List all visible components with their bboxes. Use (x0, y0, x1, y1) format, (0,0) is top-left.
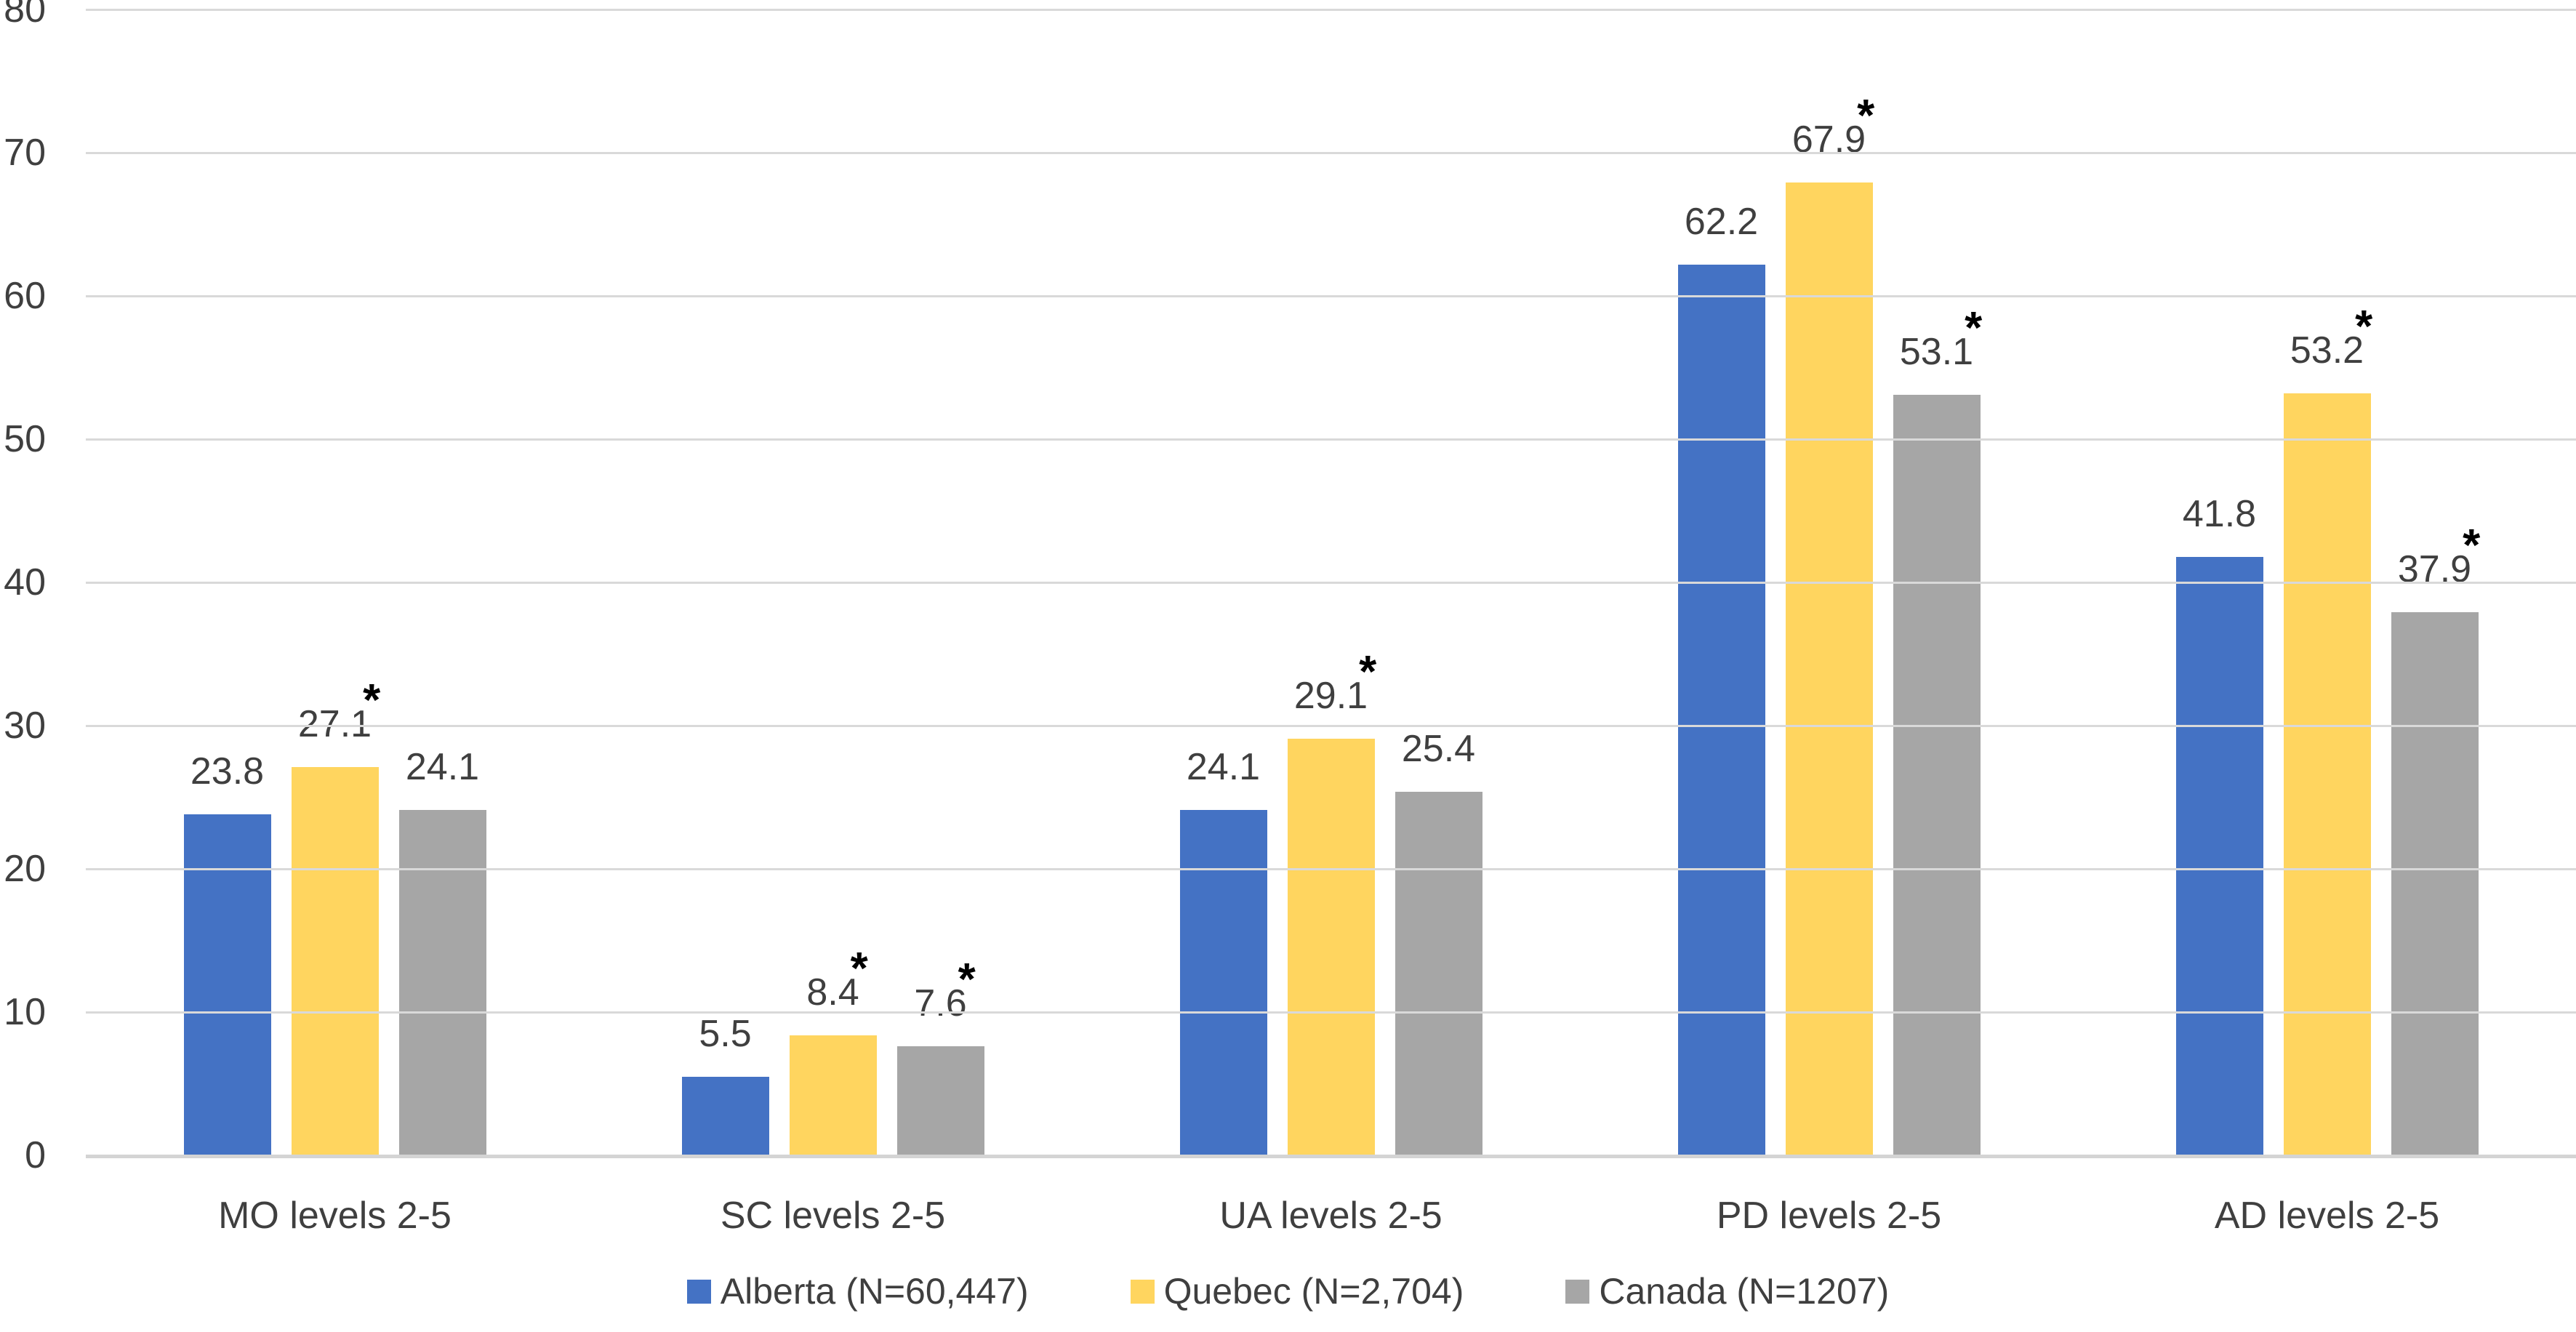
bar-canada: 53.1 * (1893, 305, 1982, 1155)
data-label: 23.8 (190, 750, 265, 793)
y-axis-tick-label: 40 (4, 561, 46, 603)
bar-alberta: 5.5 (681, 1013, 769, 1155)
bar-canada: 37.9 * (2391, 523, 2480, 1155)
gridline (86, 725, 2576, 727)
legend: Alberta (N=60,447) Quebec (N=2,704) Canada… (0, 1261, 2576, 1322)
bar-quebec: 29.1 * (1287, 649, 1376, 1155)
y-axis-tick-label: 10 (4, 991, 46, 1033)
data-label: 25.4 (1401, 727, 1476, 770)
gridline (86, 582, 2576, 584)
y-axis-tick-label: 60 (4, 275, 46, 317)
bar-groups-container: 23.8 27.1 * 24.1 5.5 8.4 * 7.6 * 24.1 29.1 * 25.4 62.… (86, 0, 2576, 1155)
gridline (86, 438, 2576, 441)
data-label: 5.5 (699, 1012, 752, 1055)
significance-asterisk: * (2463, 521, 2481, 571)
legend-label: Canada (N=1207) (1599, 1271, 1890, 1312)
data-label: 29.1 * (1293, 646, 1377, 717)
bar-quebec: 67.9 * (1785, 94, 1874, 1155)
x-axis-category-label: AD levels 2-5 (2214, 1195, 2440, 1237)
legend-item-alberta: Alberta (N=60,447) (686, 1269, 1029, 1313)
plot-area: 23.8 27.1 * 24.1 5.5 8.4 * 7.6 * 24.1 29.1 * 25.4 62.… (86, 0, 2576, 1332)
legend-swatch (1565, 1279, 1590, 1304)
data-label: 62.2 (1684, 200, 1759, 243)
bar-group-sc-levels-2-5: 5.5 8.4 * 7.6 * (584, 946, 1082, 1155)
significance-asterisk: * (1857, 91, 1875, 142)
x-axis-category-label: MO levels 2-5 (218, 1195, 452, 1237)
significance-asterisk: * (1359, 646, 1377, 697)
legend-swatch (686, 1279, 711, 1304)
gridline (86, 1155, 2576, 1158)
bar-group-ad-levels-2-5: 41.8 53.2 * 37.9 * (2078, 304, 2576, 1155)
gridline (86, 868, 2576, 870)
y-axis-tick-label: 80 (4, 0, 46, 31)
data-label: 7.6 * (914, 955, 976, 1025)
x-axis-category-label: PD levels 2-5 (1716, 1195, 1942, 1237)
x-axis-category-label: SC levels 2-5 (720, 1195, 946, 1237)
significance-asterisk: * (2355, 301, 2373, 352)
bar-group-ua-levels-2-5: 24.1 29.1 * 25.4 (1082, 649, 1580, 1155)
gridline (86, 9, 2576, 11)
data-label: 8.4 * (806, 943, 868, 1014)
data-label: 27.1 * (297, 675, 381, 746)
significance-asterisk: * (363, 675, 381, 726)
data-label: 24.1 (405, 746, 480, 789)
x-axis-category-label: UA levels 2-5 (1219, 1195, 1443, 1237)
bar-canada: 24.1 (398, 746, 486, 1155)
y-axis-tick-label: 0 (25, 1134, 46, 1176)
significance-asterisk: * (958, 955, 976, 1006)
data-label: 37.9 * (2397, 521, 2481, 591)
legend-swatch (1130, 1279, 1155, 1304)
bar-group-mo-levels-2-5: 23.8 27.1 * 24.1 (86, 678, 584, 1155)
y-axis-tick-label: 20 (4, 848, 46, 890)
legend-label: Quebec (N=2,704) (1163, 1271, 1464, 1312)
significance-asterisk: * (1965, 302, 1983, 353)
bar-canada: 25.4 (1395, 728, 1482, 1155)
y-axis: 80 70 60 50 40 30 20 10 0 (0, 0, 46, 1332)
gridline (86, 295, 2576, 297)
bar-canada: 7.6 * (896, 958, 984, 1155)
significance-asterisk: * (850, 943, 868, 994)
x-axis: MO levels 2-5 SC levels 2-5 UA levels 2-5 P… (86, 1192, 2576, 1239)
legend-item-canada: Canada (N=1207) (1565, 1269, 1889, 1313)
legend-label: Alberta (N=60,447) (720, 1271, 1029, 1312)
data-label: 41.8 (2182, 492, 2257, 535)
bar-group-pd-levels-2-5: 62.2 67.9 * 53.1 * (1580, 94, 2078, 1155)
gridline (86, 152, 2576, 154)
data-label: 53.1 * (1899, 302, 1983, 373)
data-label: 24.1 (1186, 746, 1261, 789)
bar-alberta: 62.2 (1677, 201, 1765, 1155)
y-axis-tick-label: 30 (4, 705, 46, 747)
y-axis-tick-label: 50 (4, 418, 46, 460)
gridline (86, 1011, 2576, 1014)
y-axis-tick-label: 70 (4, 132, 46, 174)
bar-quebec: 53.2 * (2283, 304, 2372, 1155)
legend-item-quebec: Quebec (N=2,704) (1130, 1269, 1464, 1313)
data-label: 53.2 * (2290, 301, 2373, 372)
bar-quebec: 8.4 * (789, 946, 877, 1155)
bar-alberta: 24.1 (1179, 746, 1267, 1155)
bar-alberta: 23.8 (183, 750, 271, 1155)
bar-alberta: 41.8 (2175, 493, 2263, 1155)
bar-quebec: 27.1 * (291, 678, 380, 1155)
data-label: 67.9 * (1791, 91, 1875, 161)
